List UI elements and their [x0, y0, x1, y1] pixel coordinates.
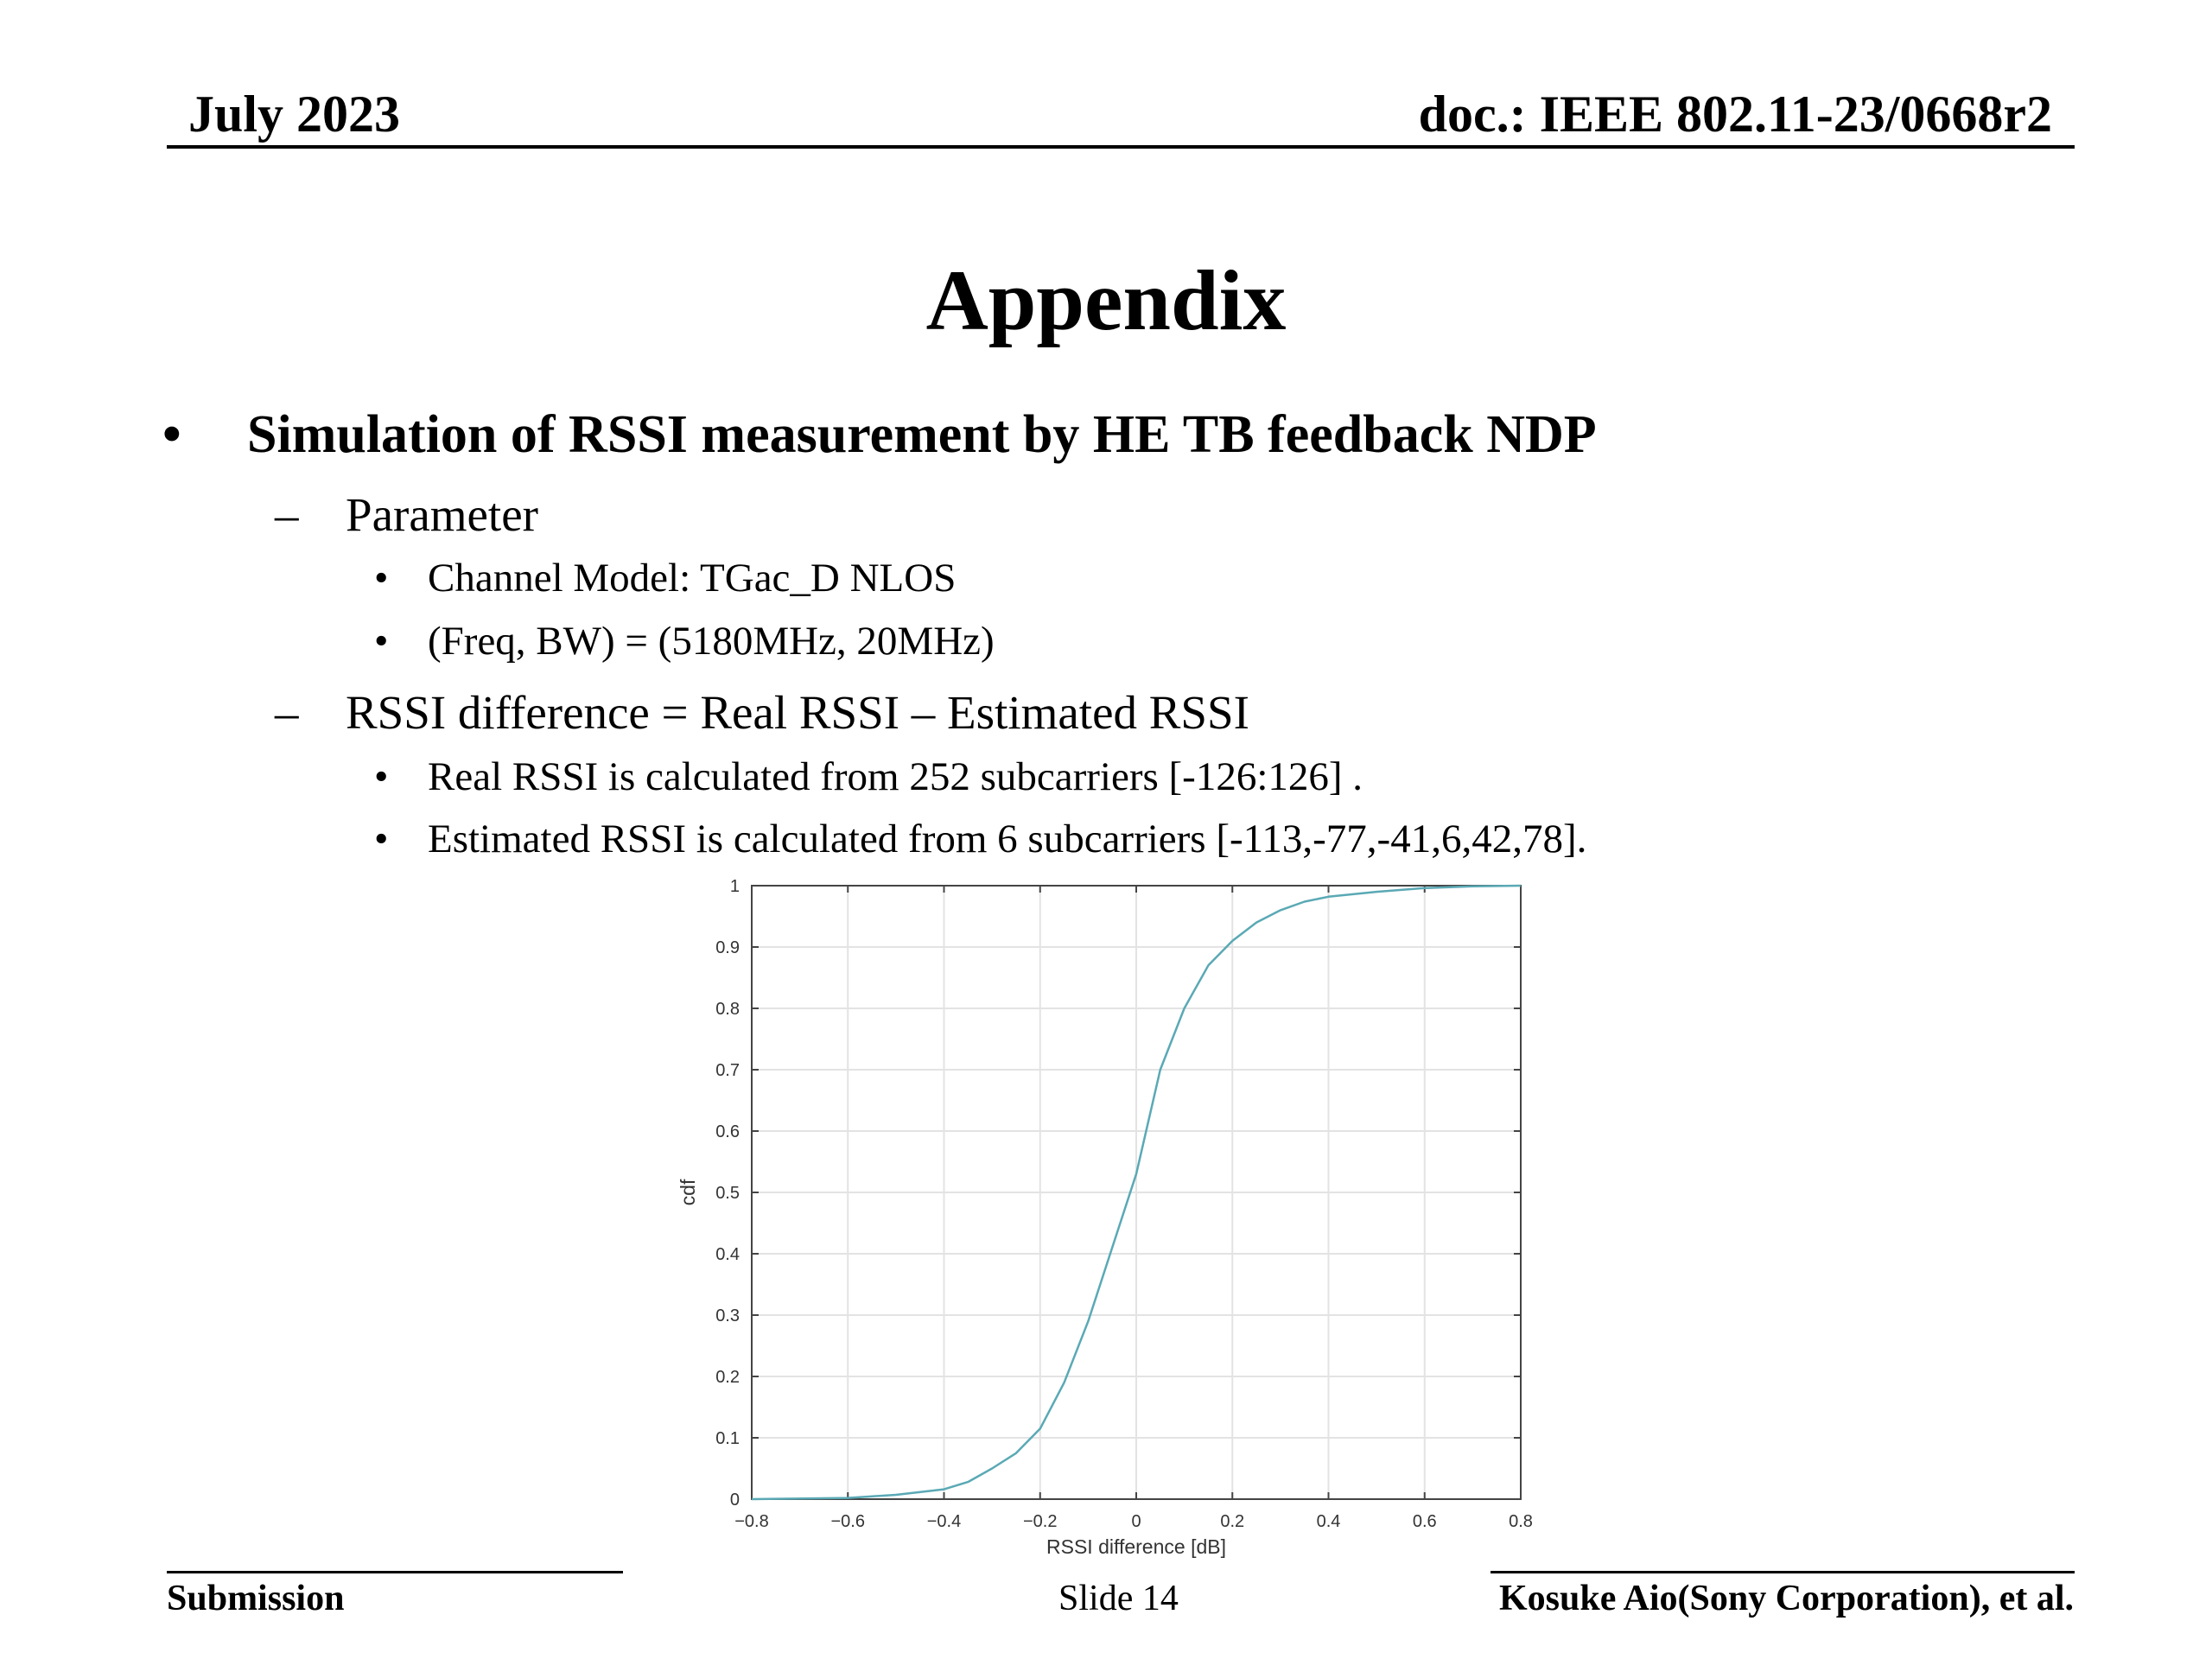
y-tick-label: 0.5: [715, 1184, 740, 1203]
x-tick-label: −0.4: [927, 1512, 961, 1531]
x-tick-label: 0.8: [1509, 1512, 1533, 1531]
footer-submission: Submission: [167, 1579, 345, 1618]
y-axis-label: cdf: [677, 1179, 699, 1205]
y-tick-label: 0.3: [715, 1306, 740, 1325]
y-tick-label: 0.9: [715, 938, 740, 957]
footer-divider-right: [1491, 1571, 2075, 1573]
main-bullet-text: Simulation of RSSI measurement by HE TB …: [247, 405, 1597, 464]
header-doc-id: doc.: IEEE 802.11-23/0668r2: [1418, 86, 2052, 143]
sub-bullet-marker: •: [374, 556, 389, 601]
x-axis-label: RSSI difference [dB]: [1046, 1535, 1226, 1558]
x-tick-label: −0.8: [734, 1512, 768, 1531]
bullet-marker: •: [162, 405, 181, 464]
y-tick-label: 0.4: [715, 1245, 740, 1264]
footer-author: Kosuke Aio(Sony Corporation), et al.: [1498, 1579, 2074, 1618]
x-tick-label: 0.6: [1413, 1512, 1437, 1531]
sub-item-text: (Freq, BW) = (5180MHz, 20MHz): [428, 619, 995, 664]
x-tick-label: 0.2: [1220, 1512, 1244, 1531]
header-divider: [167, 145, 2075, 149]
x-tick-label: 0: [1131, 1512, 1141, 1531]
sub-item-text: Estimated RSSI is calculated from 6 subc…: [428, 817, 1587, 861]
section-label: Parameter: [346, 488, 538, 541]
footer-slide-number: Slide 14: [1058, 1579, 1179, 1618]
cdf-chart: −0.8 −0.6 −0.4 −0.2 0 0.2 0.4 0.6 0.8 0 0.1 0.2 0.3 0…: [677, 877, 1533, 1558]
footer-divider-left: [167, 1571, 623, 1573]
y-tick-label: 0.6: [715, 1122, 740, 1141]
x-tick-label: 0.4: [1317, 1512, 1341, 1531]
dash-marker: –: [275, 488, 299, 541]
y-tick-label: 0.2: [715, 1368, 740, 1387]
y-tick-label: 0.8: [715, 1000, 740, 1019]
section-label: RSSI difference = Real RSSI – Estimated …: [346, 686, 1249, 739]
x-tick-label: −0.6: [831, 1512, 865, 1531]
y-tick-label: 0: [730, 1491, 740, 1510]
y-tick-label: 0.7: [715, 1061, 740, 1080]
sub-bullet-marker: •: [374, 619, 389, 664]
slide-title: Appendix: [925, 252, 1287, 348]
sub-bullet-marker: •: [374, 754, 389, 799]
sub-item-text: Real RSSI is calculated from 252 subcarr…: [428, 754, 1363, 799]
header-date: July 2023: [188, 86, 401, 143]
cdf-series-line: [751, 884, 1522, 1501]
y-tick-label: 0.1: [715, 1429, 740, 1448]
x-tick-label: −0.2: [1023, 1512, 1057, 1531]
sub-item-text: Channel Model: TGac_D NLOS: [428, 556, 957, 601]
y-tick-label: 1: [730, 877, 740, 896]
dash-marker: –: [275, 686, 299, 739]
sub-bullet-marker: •: [374, 817, 389, 861]
